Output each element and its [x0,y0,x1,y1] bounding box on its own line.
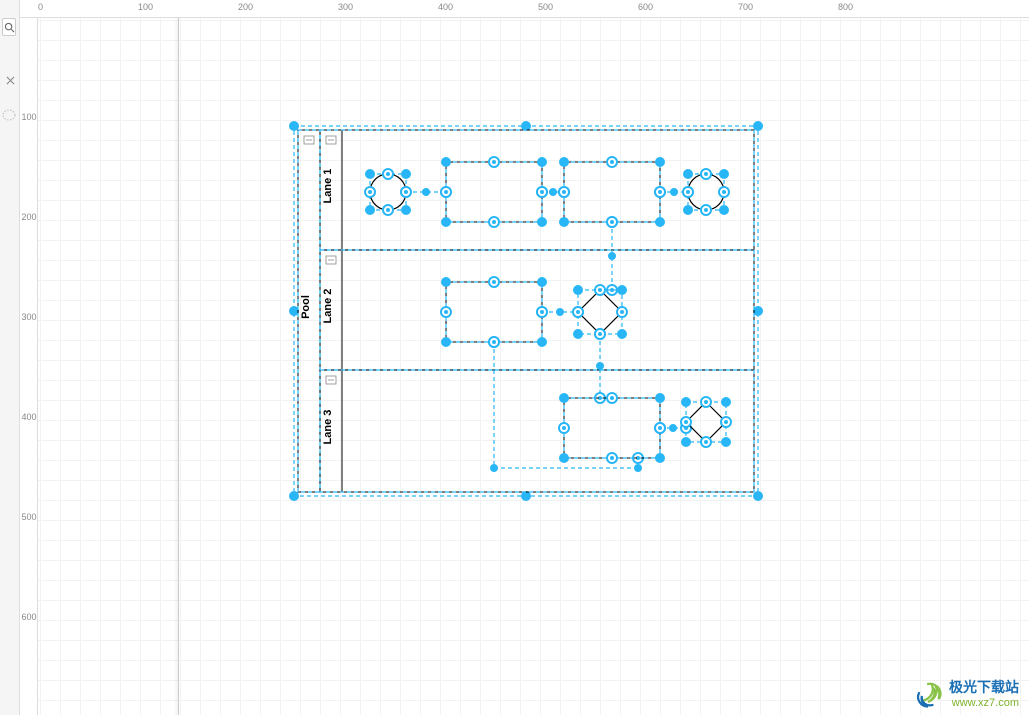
selection-handle[interactable] [441,217,451,227]
pool-label: Pool [300,295,312,319]
watermark-line1: 极光下载站 [949,677,1019,697]
selection-handle[interactable] [559,217,569,227]
ruler-v-tick: 500 [20,512,38,522]
selection-handle[interactable] [655,453,665,463]
search-icon[interactable] [2,18,16,36]
selection-outline [578,290,622,334]
selection-handle[interactable] [683,205,693,215]
selection-handle[interactable] [401,169,411,179]
selection-handle[interactable] [681,437,691,447]
selection-handle[interactable] [537,217,547,227]
task2[interactable] [564,162,660,222]
lane-label: Lane 3 [322,410,334,445]
selection-handle[interactable] [670,188,678,196]
selection-handle[interactable] [559,393,569,403]
ruler-h-tick: 600 [638,2,653,12]
selection-handle[interactable] [365,169,375,179]
selection-handle[interactable] [537,157,547,167]
selection-handle[interactable] [608,252,616,260]
watermark-text: 极光下载站 www.xz7.com [949,677,1019,709]
selection-handle[interactable] [441,277,451,287]
selection-handle[interactable] [596,362,604,370]
left-sidebar [0,0,20,715]
gateway[interactable] [578,290,622,334]
selection-handle[interactable] [573,329,583,339]
task1[interactable] [446,162,542,222]
ruler-h-tick: 400 [438,2,453,12]
selection-handle[interactable] [669,424,677,432]
selection-handle[interactable] [617,285,627,295]
watermark-logo [913,681,943,711]
selection-handle[interactable] [683,169,693,179]
ruler-h-tick: 700 [738,2,753,12]
selection-handle[interactable] [365,205,375,215]
ruler-vertical: 100 200 300 400 500 600 [20,18,38,715]
selection-handle[interactable] [617,329,627,339]
selection-handle[interactable] [655,393,665,403]
ruler-horizontal: 0 100 200 300 400 500 600 700 800 [20,0,1029,18]
ruler-v-tick: 400 [20,412,38,422]
selection-handle[interactable] [441,337,451,347]
ruler-h-tick: 0 [38,2,43,12]
selection-handle[interactable] [556,308,564,316]
ruler-h-tick: 800 [838,2,853,12]
ruler-v-tick: 200 [20,212,38,222]
selection-handle[interactable] [549,188,557,196]
selection-handle[interactable] [422,188,430,196]
selection-handle[interactable] [573,285,583,295]
lane-label: Lane 2 [322,289,334,324]
ruler-v-tick: 100 [20,112,38,122]
selection-handle[interactable] [655,217,665,227]
task4[interactable] [564,398,660,458]
selection-handle[interactable] [490,464,498,472]
lane-label: Lane 1 [322,169,334,204]
selection-handle[interactable] [721,437,731,447]
ruler-h-tick: 200 [238,2,253,12]
selection-handle[interactable] [721,397,731,407]
selection-handle[interactable] [559,157,569,167]
selection-handle[interactable] [681,397,691,407]
selection-handle[interactable] [401,205,411,215]
ruler-v-tick: 600 [20,612,38,622]
canvas[interactable]: Pool Lane 1 Lane 2 Lane 3 [38,18,1029,715]
selection-handle[interactable] [719,169,729,179]
ruler-v-tick: 300 [20,312,38,322]
ruler-h-tick: 100 [138,2,153,12]
selection-handle[interactable] [719,205,729,215]
selection-handle[interactable] [441,157,451,167]
selection-handle[interactable] [634,464,642,472]
selection-handle[interactable] [655,157,665,167]
watermark-line2: www.xz7.com [949,697,1019,709]
selection-handle[interactable] [537,337,547,347]
shape-palette-icon[interactable] [2,108,16,122]
diagram-svg[interactable]: Pool Lane 1 Lane 2 Lane 3 [38,18,1029,715]
selection-handle[interactable] [559,453,569,463]
selection-handle[interactable] [537,277,547,287]
ruler-h-tick: 500 [538,2,553,12]
ruler-h-tick: 300 [338,2,353,12]
close-icon[interactable] [2,70,18,90]
task3[interactable] [446,282,542,342]
